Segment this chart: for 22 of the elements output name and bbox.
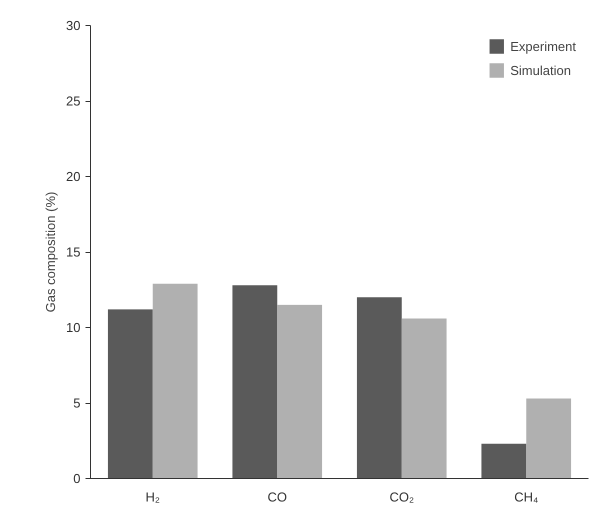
x-tick-label: CO₂: [389, 490, 414, 504]
bar: [526, 398, 572, 478]
y-tick-label: 20: [66, 169, 81, 184]
y-axis-title: Gas composition (%): [43, 192, 58, 312]
y-tick-label: 15: [66, 244, 81, 260]
y-tick-label: 25: [66, 94, 81, 108]
legend-label: Simulation: [510, 62, 571, 78]
bar: [277, 304, 322, 478]
y-tick-label: 10: [66, 320, 81, 335]
x-tick-label: CO: [268, 490, 287, 504]
bar: [152, 284, 198, 478]
x-tick-label: CH₄: [514, 490, 538, 504]
legend-label: Experiment: [510, 38, 576, 54]
bar: [481, 444, 526, 478]
bar: [108, 309, 153, 478]
bar: [232, 285, 278, 478]
bar: [402, 318, 447, 478]
bar: [356, 297, 402, 478]
y-tick-label: 0: [73, 471, 81, 486]
y-tick-label: 5: [73, 396, 81, 410]
y-tick-label: 30: [66, 18, 81, 33]
x-tick-label: H₂: [146, 490, 160, 504]
